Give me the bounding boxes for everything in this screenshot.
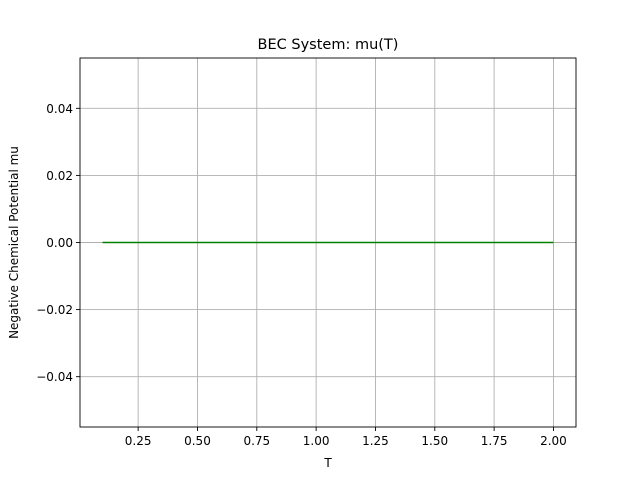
x-tick-label: 0.50 [184, 434, 211, 448]
x-tick-label: 1.00 [303, 434, 330, 448]
x-tick-label: 1.25 [362, 434, 389, 448]
x-tick-label: 2.00 [540, 434, 567, 448]
y-tick-label: 0.00 [46, 236, 73, 250]
chart-title: BEC System: mu(T) [258, 37, 399, 53]
x-axis-label: T [323, 456, 332, 470]
y-tick-label: 0.02 [46, 169, 73, 183]
x-tick-label: 0.75 [243, 434, 270, 448]
x-tick-label: 1.75 [481, 434, 508, 448]
y-tick-label: −0.02 [36, 303, 73, 317]
x-tick-label: 0.25 [125, 434, 152, 448]
x-tick-label: 1.50 [421, 434, 448, 448]
tick-layer: 0.25 0.50 0.75 1.00 1.25 1.50 1.75 2.00 −0.04 −0.… [36, 102, 567, 448]
y-tick-label: 0.04 [46, 102, 73, 116]
y-tick-label: −0.04 [36, 370, 73, 384]
y-axis-label: Negative Chemical Potential mu [7, 146, 21, 339]
